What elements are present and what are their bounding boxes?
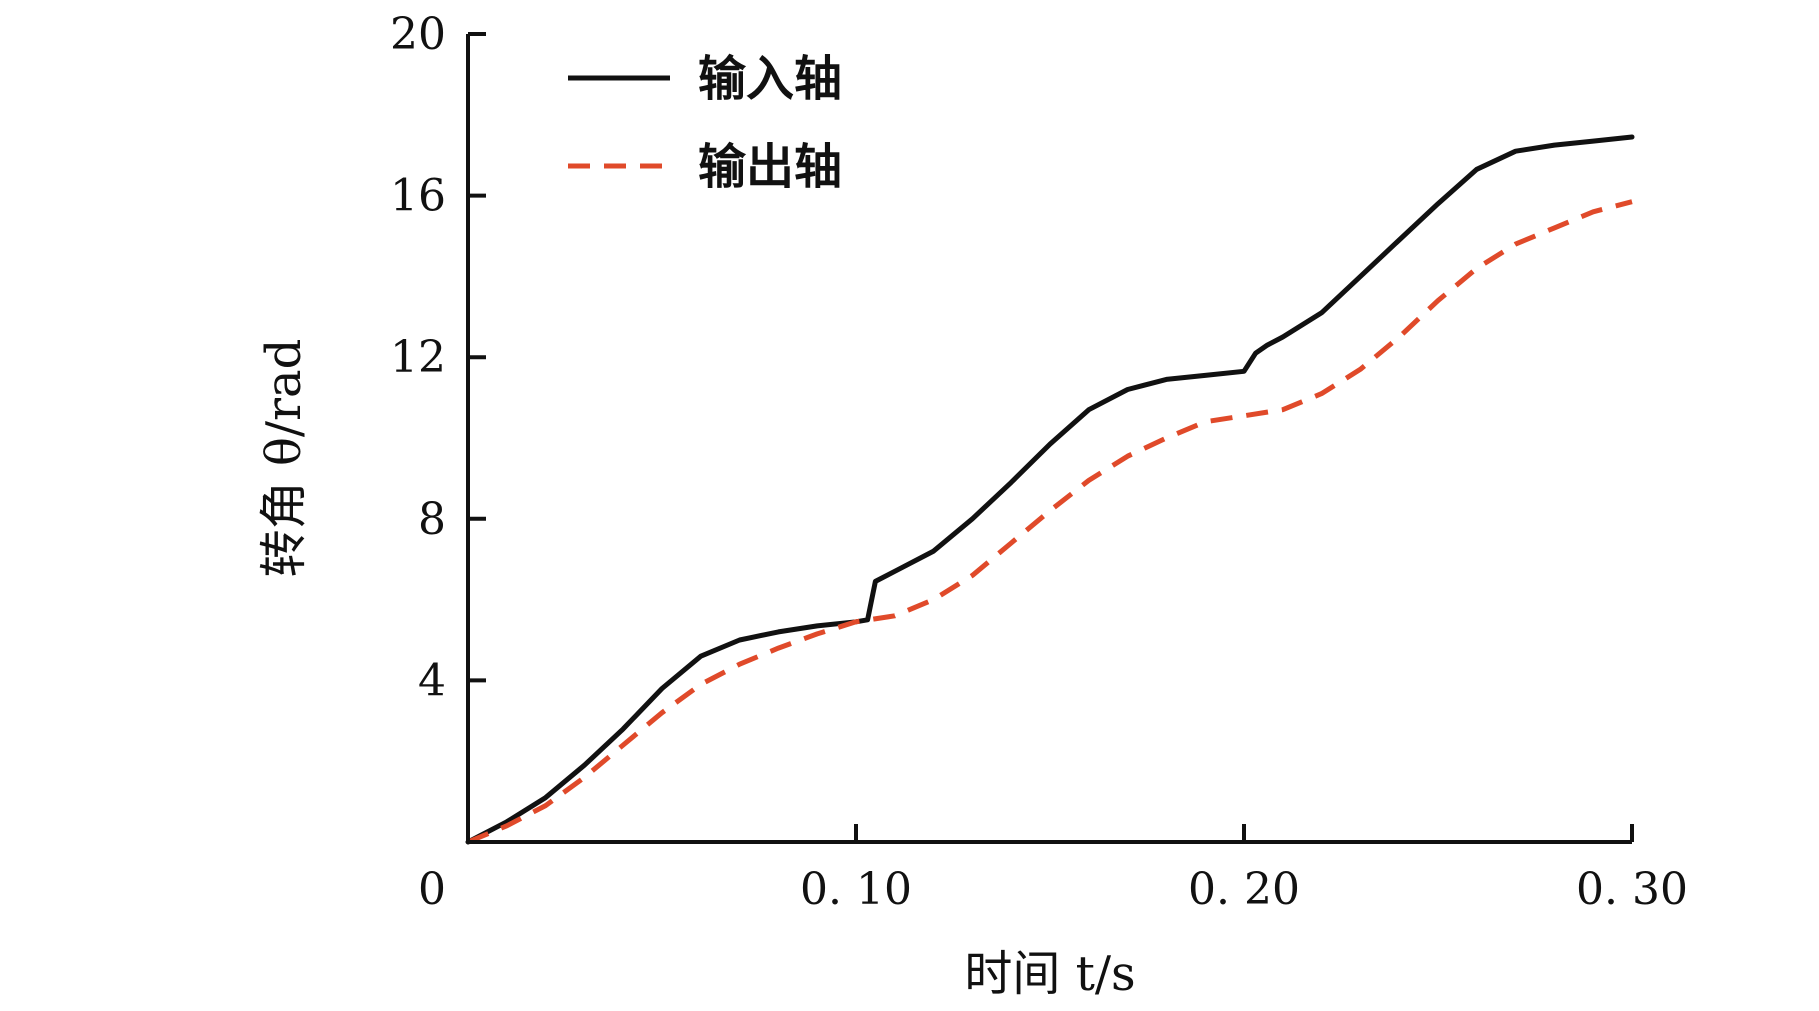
- series-line-1: [465, 134, 1635, 845]
- y-tick-label: 12: [390, 332, 446, 383]
- x-axis-title: 时间 t/s: [964, 946, 1135, 1002]
- x-tick-label: 0. 30: [1576, 864, 1688, 915]
- x-tick-label: 0. 20: [1188, 864, 1300, 915]
- legend-label: 输入轴: [698, 51, 842, 107]
- tick-layer: 4 8 12 16 20 0 0. 10 0. 20 0. 30: [390, 9, 1688, 915]
- y-axis-title: 转角 θ/rad: [256, 339, 312, 578]
- y-tick-label: 8: [418, 494, 446, 545]
- x-tick-label: 0. 10: [800, 864, 912, 915]
- series-line-2: [467, 199, 1633, 845]
- x-tick-label: 0: [418, 864, 446, 915]
- axis-layer: [466, 34, 1632, 844]
- y-tick-label: 4: [418, 655, 446, 706]
- series-layer: [465, 134, 1635, 845]
- legend-label: 输出轴: [698, 139, 842, 195]
- y-tick-label: 20: [390, 9, 446, 60]
- y-tick-label: 16: [390, 171, 446, 222]
